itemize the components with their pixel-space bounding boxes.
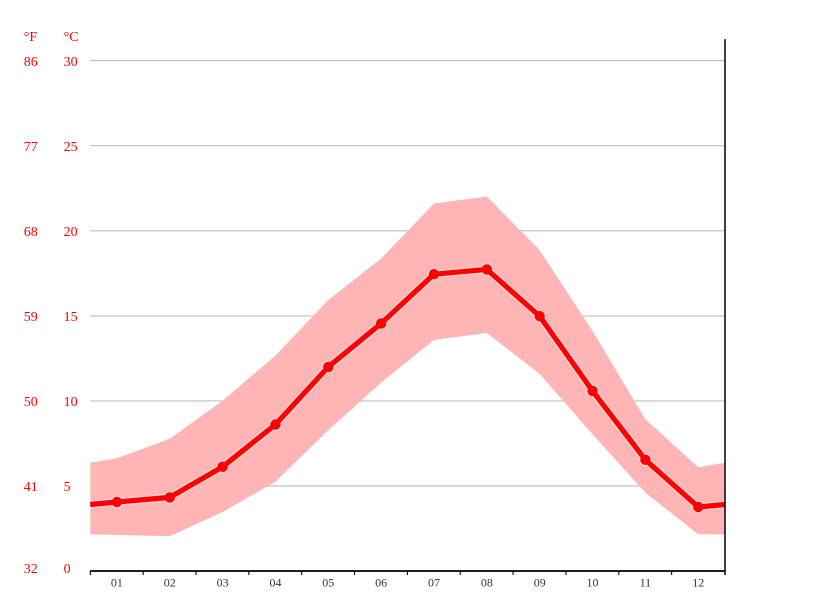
- svg-text:12: 12: [692, 575, 704, 589]
- svg-text:°C: °C: [64, 30, 79, 45]
- svg-text:°F: °F: [24, 30, 38, 45]
- svg-text:0: 0: [64, 562, 71, 577]
- svg-text:25: 25: [64, 140, 78, 155]
- svg-text:30: 30: [64, 55, 78, 70]
- svg-text:77: 77: [24, 140, 38, 155]
- svg-text:41: 41: [24, 480, 38, 495]
- svg-text:59: 59: [24, 310, 38, 325]
- svg-text:09: 09: [534, 575, 546, 589]
- svg-text:20: 20: [64, 225, 78, 240]
- svg-text:02: 02: [164, 575, 176, 589]
- svg-text:11: 11: [640, 575, 652, 589]
- svg-text:07: 07: [428, 575, 440, 589]
- svg-text:04: 04: [269, 575, 281, 589]
- svg-text:05: 05: [322, 575, 334, 589]
- svg-text:10: 10: [587, 575, 599, 589]
- svg-text:86: 86: [24, 55, 38, 70]
- svg-text:06: 06: [375, 575, 387, 589]
- svg-text:10: 10: [64, 395, 78, 410]
- svg-text:68: 68: [24, 225, 38, 240]
- svg-text:08: 08: [481, 575, 493, 589]
- svg-text:5: 5: [64, 480, 71, 495]
- svg-text:32: 32: [24, 562, 38, 577]
- svg-text:03: 03: [217, 575, 229, 589]
- svg-text:50: 50: [24, 395, 38, 410]
- svg-text:01: 01: [111, 575, 123, 589]
- svg-text:15: 15: [64, 310, 78, 325]
